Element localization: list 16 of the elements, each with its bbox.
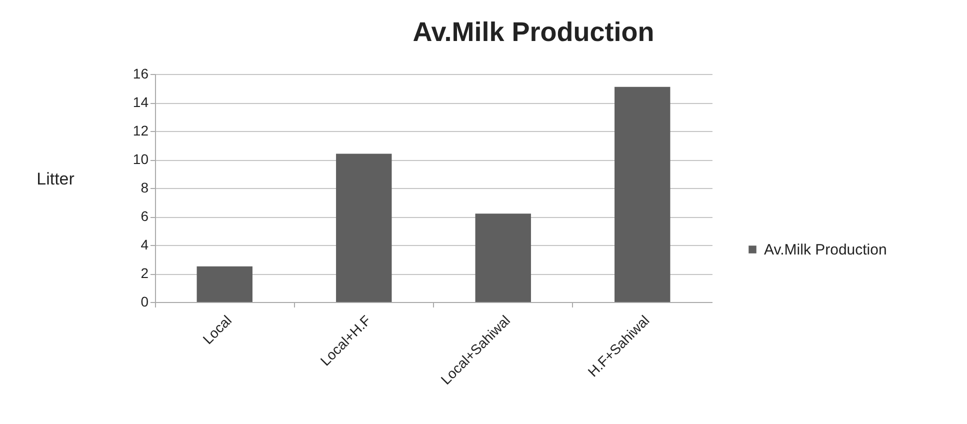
y-tick-label: 16 — [132, 66, 149, 82]
bar — [614, 86, 670, 302]
y-tick-label: 14 — [132, 94, 149, 110]
chart-title: Av.Milk Production — [412, 17, 654, 47]
y-tick-label: 8 — [140, 180, 149, 196]
y-tick-label: 0 — [140, 294, 149, 310]
y-tick-label: 6 — [140, 208, 149, 224]
y-tick-label: 2 — [140, 265, 149, 281]
y-tick-label: 4 — [140, 236, 149, 252]
bar — [196, 266, 252, 302]
y-tick-label: 10 — [132, 151, 149, 167]
bar — [475, 214, 531, 302]
y-tick-label: 12 — [132, 122, 149, 138]
y-axis-title: Litter — [36, 170, 75, 188]
bar — [336, 154, 392, 302]
legend-label: Av.Milk Production — [764, 242, 887, 258]
